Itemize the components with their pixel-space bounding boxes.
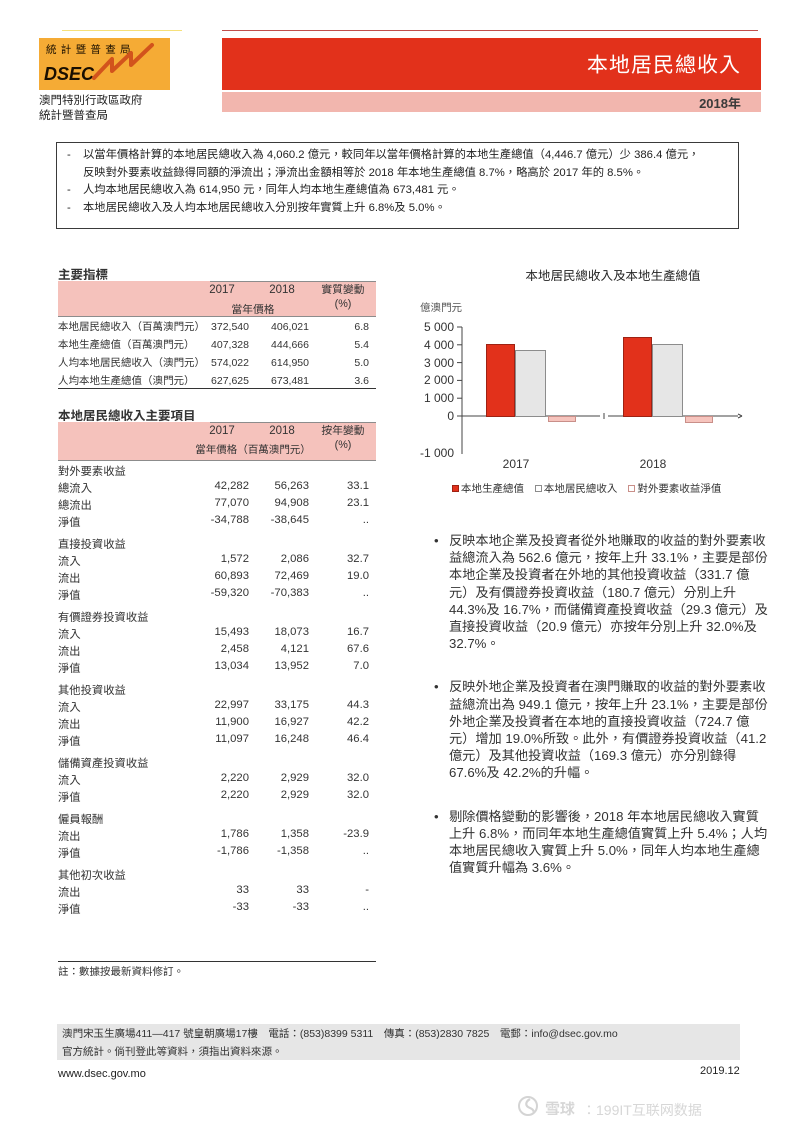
svg-text:統計暨普查局: 統計暨普查局 xyxy=(46,42,135,57)
svg-text:DSEC: DSEC xyxy=(44,64,95,84)
